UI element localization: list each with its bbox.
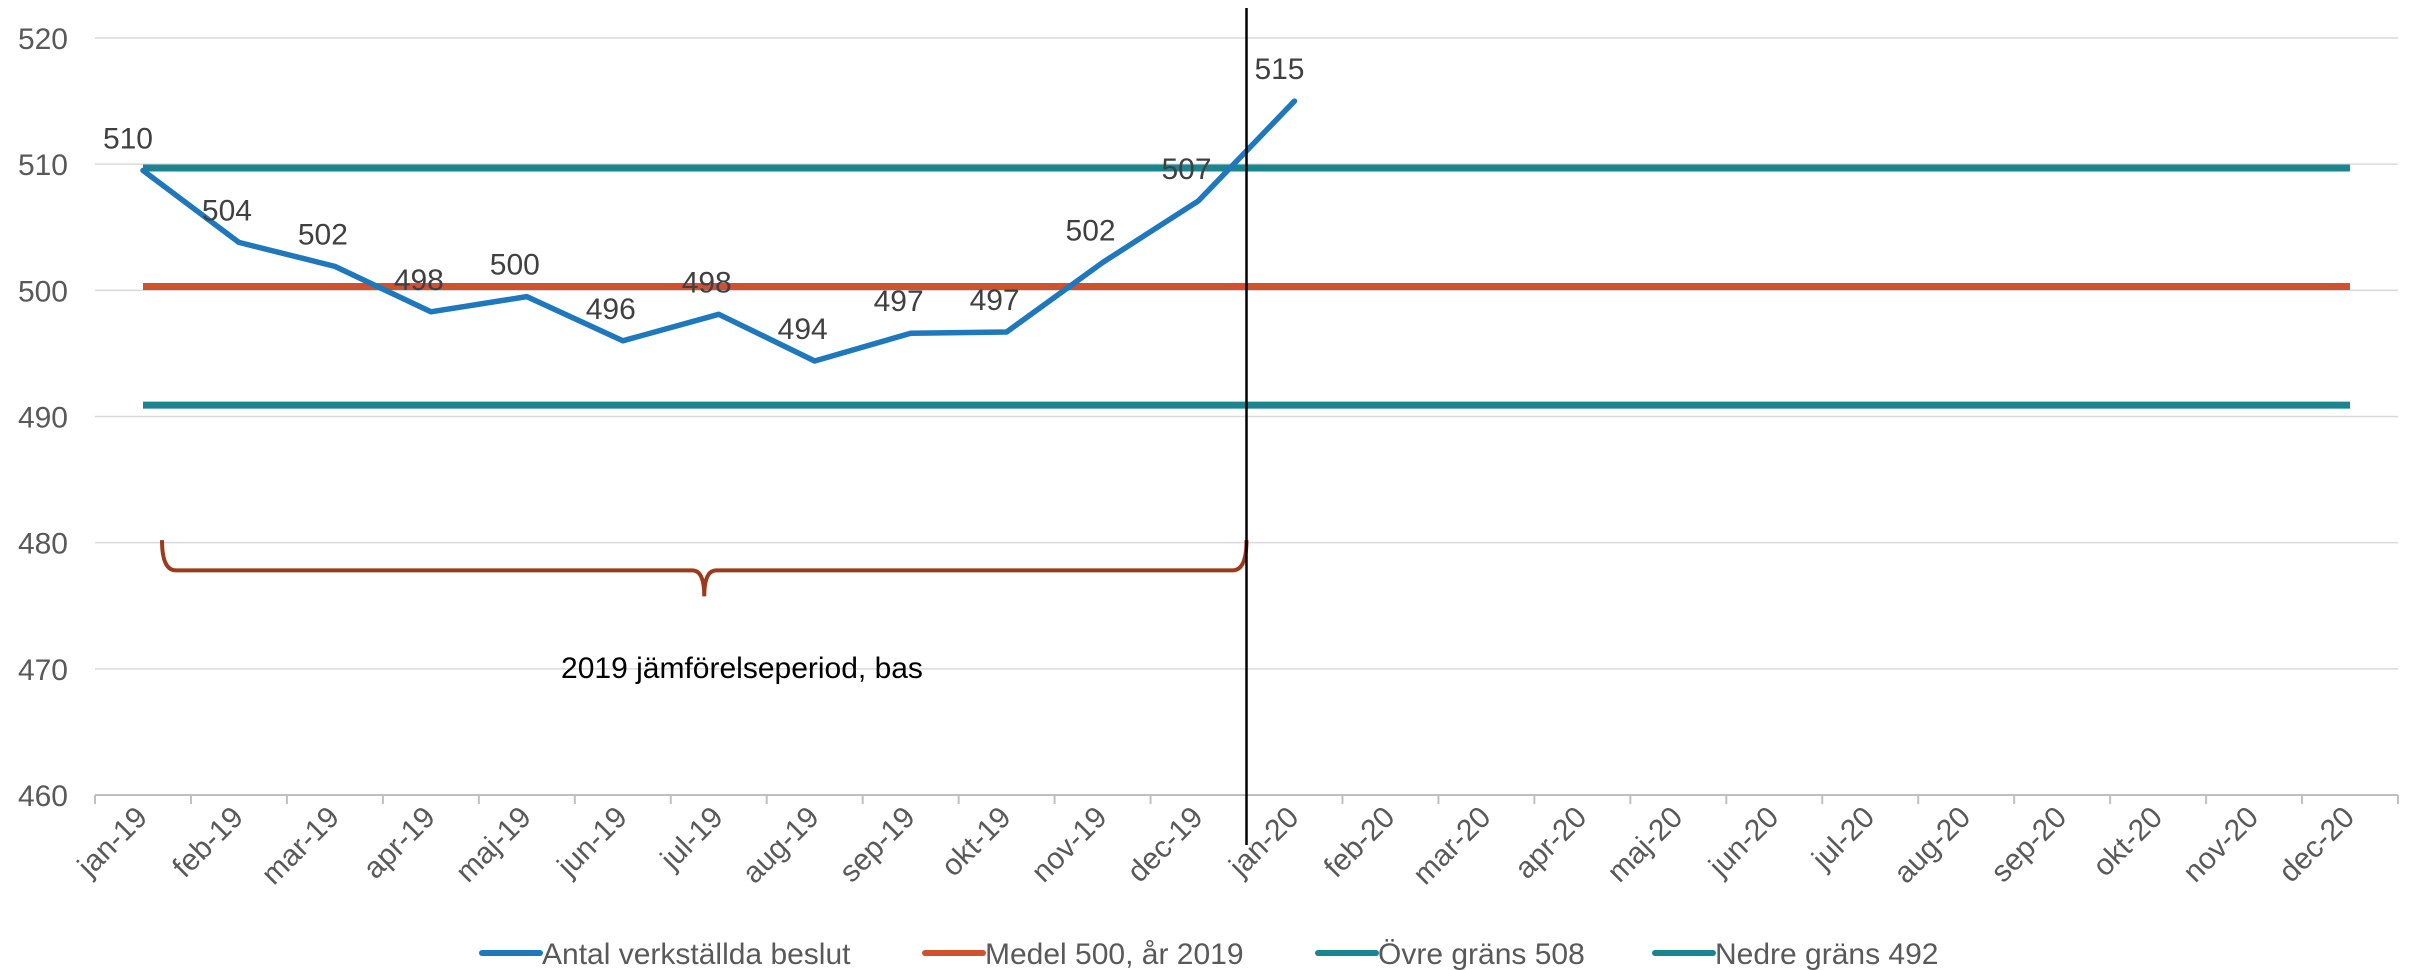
x-tick-label: dec-19 xyxy=(1121,801,1209,889)
data-label: 497 xyxy=(970,284,1020,317)
period-annotation-label: 2019 jämförelseperiod, bas xyxy=(561,652,923,685)
x-tick-label: apr-20 xyxy=(1509,801,1594,886)
data-label: 498 xyxy=(682,266,732,299)
data-labels: 510 504 502 498 500 496 498 494 497 497 502 507 515 xyxy=(103,53,1305,346)
x-tick-label: apr-19 xyxy=(357,801,442,886)
x-tick-label: aug-19 xyxy=(736,801,825,890)
data-label: 494 xyxy=(778,313,828,346)
legend: Antal verkställda beslut Medel 500, år 20… xyxy=(479,938,1938,970)
y-tick-label: 470 xyxy=(18,654,68,687)
series-line xyxy=(140,98,1298,364)
data-label: 496 xyxy=(586,293,636,326)
x-tick-label: aug-20 xyxy=(1888,801,1977,890)
series-lines xyxy=(140,98,1298,364)
x-tick-label: jun-19 xyxy=(551,801,634,884)
x-tick-label: dec-20 xyxy=(2273,801,2361,889)
y-axis: 460 470 480 490 500 510 520 xyxy=(18,23,68,813)
data-label: 500 xyxy=(490,249,540,282)
x-tick-label: okt-19 xyxy=(935,801,1017,883)
x-tick-label: maj-19 xyxy=(450,801,538,889)
data-label: 497 xyxy=(874,285,924,318)
legend-label: Medel 500, år 2019 xyxy=(985,938,1244,970)
data-label: 515 xyxy=(1254,53,1304,86)
x-tick-label: okt-20 xyxy=(2087,801,2169,883)
data-label: 504 xyxy=(202,194,252,227)
y-tick-label: 510 xyxy=(18,149,68,182)
x-tick-label: sep-20 xyxy=(1985,801,2073,889)
legend-label: Nedre gräns 492 xyxy=(1715,938,1938,970)
x-tick-label: feb-19 xyxy=(166,801,249,884)
data-label: 510 xyxy=(103,122,153,155)
y-tick-label: 500 xyxy=(18,275,68,308)
x-tick-label: jun-20 xyxy=(1702,801,1785,884)
legend-label: Antal verkställda beslut xyxy=(542,938,851,970)
annotation: 2019 jämförelseperiod, bas xyxy=(160,8,1249,845)
legend-label: Övre gräns 508 xyxy=(1378,938,1585,970)
x-tick-label: feb-20 xyxy=(1318,801,1401,884)
x-tick-label: jul-20 xyxy=(1805,801,1881,877)
x-tick-label: maj-20 xyxy=(1601,801,1689,889)
x-tick-label: jan-20 xyxy=(1222,801,1305,884)
period-bracket xyxy=(160,540,1249,597)
x-tick-label: jan-19 xyxy=(71,801,154,884)
data-label: 502 xyxy=(1066,215,1116,248)
x-tick-label: mar-20 xyxy=(1407,801,1498,892)
x-tick-label: sep-19 xyxy=(833,801,921,889)
data-label: 498 xyxy=(394,264,444,297)
data-label: 502 xyxy=(298,218,348,251)
x-tick-label: nov-19 xyxy=(1025,801,1113,889)
y-tick-label: 480 xyxy=(18,528,68,561)
x-axis: jan-19 feb-19 mar-19 apr-19 maj-19 jun-19 jul-… xyxy=(71,795,2399,892)
data-label: 507 xyxy=(1161,153,1211,186)
x-tick-label: nov-20 xyxy=(2177,801,2265,889)
y-tick-label: 490 xyxy=(18,402,68,435)
y-tick-label: 460 xyxy=(18,780,68,813)
x-tick-label: jul-19 xyxy=(654,801,730,877)
x-tick-label: mar-19 xyxy=(255,801,346,892)
y-tick-label: 520 xyxy=(18,23,68,56)
